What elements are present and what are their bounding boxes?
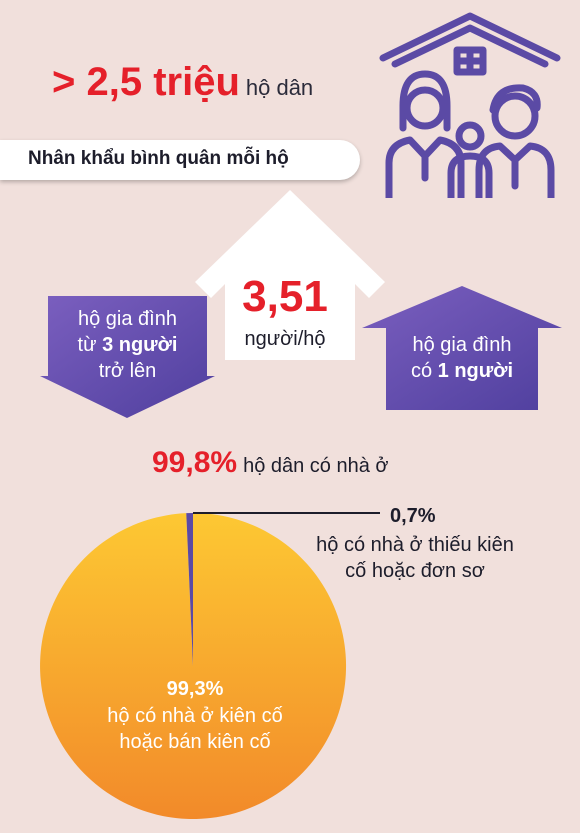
- down-line3: trở lên: [98, 360, 157, 382]
- down-arrow-text: hộ gia đình từ 3 người trở lên: [40, 306, 215, 384]
- up-line1: hộ gia đình: [412, 334, 512, 356]
- down-arrow-icon: [40, 296, 215, 418]
- housing-label: hộ dân có nhà ở: [243, 455, 389, 477]
- households-unit: hộ dân: [245, 75, 314, 100]
- housing-pct: 99,8%: [152, 446, 238, 479]
- small-slice-pct: 0,7%: [390, 505, 436, 527]
- pie-slice-small: [186, 513, 193, 666]
- family-house-icon: [379, 12, 561, 198]
- small-slice-label: hộ có nhà ở thiếu kiên cố hoặc đơn sơ: [316, 534, 514, 582]
- banner-label: Nhân khẩu bình quân mỗi hộ: [28, 148, 289, 169]
- up-line2: có 1 người: [410, 360, 514, 382]
- pie-chart: [40, 512, 380, 820]
- down-line1: hộ gia đình: [78, 308, 177, 330]
- households-count: > 2,5 triệu: [52, 60, 240, 104]
- average-value: 3,51: [242, 272, 328, 321]
- large-slice-label: hộ có nhà ở kiên cố hoặc bán kiên cố: [107, 705, 283, 753]
- up-arrow-text: hộ gia đình có 1 người: [387, 332, 537, 384]
- headline: > 2,5 triệu hộ dân: [52, 60, 313, 105]
- average-unit: người/hộ: [244, 328, 326, 350]
- housing-line: 99,8% hộ dân có nhà ở: [152, 446, 389, 480]
- down-line2: từ 3 người: [77, 334, 178, 356]
- up-arrow-icon: [362, 286, 562, 410]
- large-slice-pct: 99,3%: [166, 678, 224, 700]
- pie-slice-large: [40, 513, 347, 820]
- banner: [0, 140, 360, 180]
- house-outline-icon: [195, 190, 385, 360]
